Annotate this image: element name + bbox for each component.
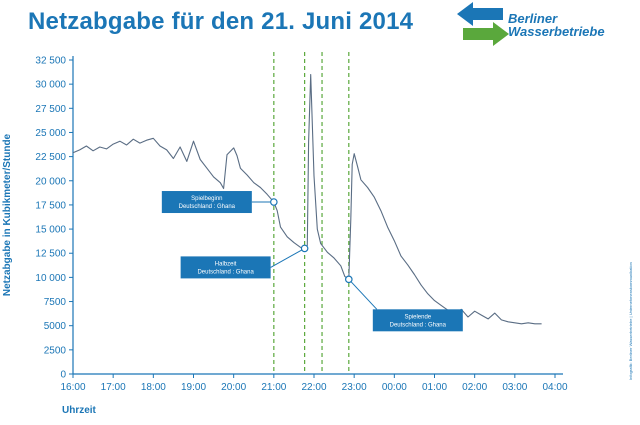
y-tick-label: 27 500 <box>35 104 66 115</box>
page-title: Netzabgabe für den 21. Juni 2014 <box>28 8 414 35</box>
y-tick-label: 10 000 <box>35 273 66 284</box>
y-tick-label: 2500 <box>44 345 67 356</box>
x-tick-label: 22:00 <box>301 382 326 393</box>
logo-arrows-icon <box>457 2 509 46</box>
x-tick-label: 21:00 <box>261 382 286 393</box>
x-tick-label: 18:00 <box>141 382 166 393</box>
x-tick-label: 23:00 <box>342 382 367 393</box>
x-tick-label: 19:00 <box>181 382 206 393</box>
x-tick-label: 20:00 <box>221 382 246 393</box>
x-tick-label: 02:00 <box>462 382 487 393</box>
y-tick-label: 20 000 <box>35 176 66 187</box>
x-tick-label: 17:00 <box>101 382 126 393</box>
event-callout-box <box>161 191 252 214</box>
y-tick-label: 12 500 <box>35 249 66 260</box>
y-tick-label: 30 000 <box>35 80 66 91</box>
y-tick-label: 22 500 <box>35 152 66 163</box>
x-tick-label: 01:00 <box>422 382 447 393</box>
series-line <box>72 73 542 325</box>
credit-text: Infografik: Berliner Wasserbetriebe | Un… <box>628 262 633 380</box>
logo-text: Berliner Wasserbetriebe <box>508 12 605 38</box>
event-label-title: Spielbeginn <box>191 196 222 202</box>
x-tick-label: 16:00 <box>60 382 85 393</box>
y-tick-label: 15 000 <box>35 225 66 236</box>
x-tick-label: 03:00 <box>502 382 527 393</box>
x-tick-label: 00:00 <box>382 382 407 393</box>
event-connector <box>348 278 378 310</box>
logo-line-2: Wasserbetriebe <box>508 24 605 39</box>
y-tick-label: 5000 <box>44 321 67 332</box>
event-connector <box>270 247 305 268</box>
y-tick-label: 0 <box>60 370 66 381</box>
event-label-match: Deutschland : Ghana <box>197 269 254 275</box>
x-axis-label: Uhrzeit <box>62 405 96 416</box>
event-label-title: Halbzeit <box>215 261 237 267</box>
y-tick-label: 17 500 <box>35 200 66 211</box>
event-callout-box <box>180 256 271 279</box>
event-label-match: Deutschland : Ghana <box>179 204 236 210</box>
y-tick-label: 7500 <box>44 297 67 308</box>
event-label-match: Deutschland : Ghana <box>390 322 447 328</box>
event-marker <box>345 275 353 284</box>
logo-line-1: Berliner <box>508 11 558 26</box>
event-callout-box <box>372 309 463 332</box>
y-axis-label: Netzabgabe in Kubikmeter/Stunde <box>2 133 13 297</box>
event-marker <box>300 244 309 253</box>
event-marker <box>270 198 278 206</box>
y-tick-label: 32 500 <box>35 56 66 67</box>
y-tick-label: 25 000 <box>35 128 66 139</box>
event-label-title: Spielende <box>404 314 431 320</box>
x-tick-label: 04:00 <box>542 382 567 393</box>
